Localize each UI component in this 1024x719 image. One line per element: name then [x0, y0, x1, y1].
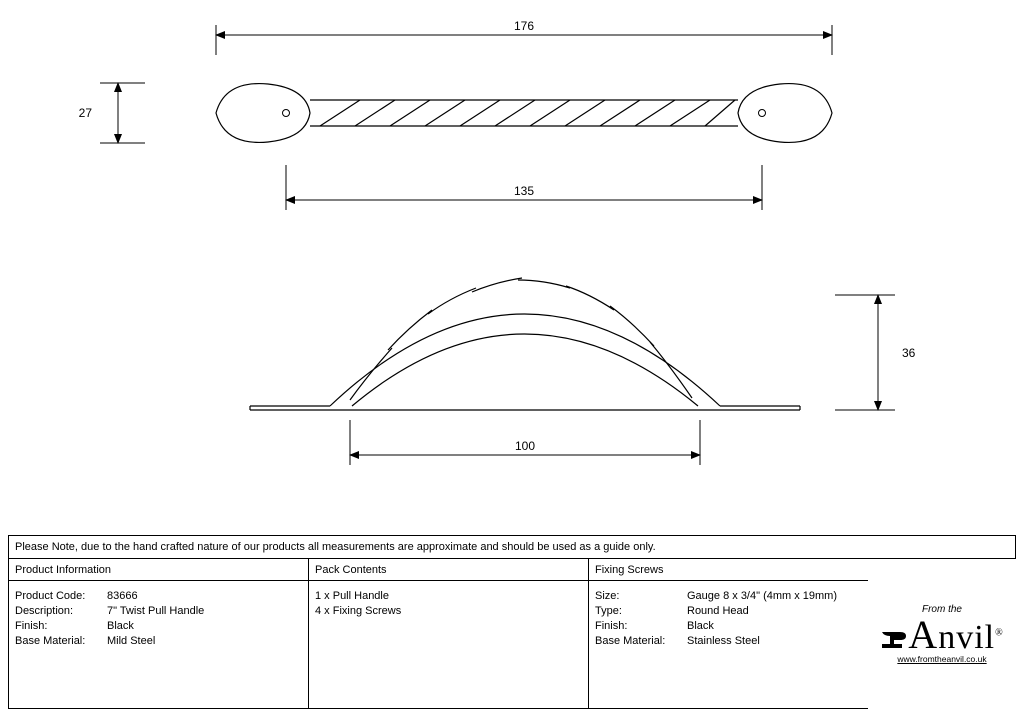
screw-basemat-label: Base Material: — [595, 635, 687, 647]
col-product-info: Product Information Product Code: 83666 … — [8, 559, 308, 709]
screw-type-value: Round Head — [687, 605, 862, 617]
twist-bar-top — [310, 100, 738, 126]
dim-overall-width: 176 — [514, 19, 534, 33]
description-label: Description: — [15, 605, 107, 617]
brand-logo: From the Anvil® www.fromtheanvil.co.uk — [880, 605, 1003, 664]
screw-basemat-value: Stainless Steel — [687, 635, 862, 647]
logo-brand: Anvil® — [880, 615, 1003, 655]
anvil-icon — [882, 632, 906, 648]
base-material-value: Mild Steel — [107, 635, 302, 647]
screw-finish-label: Finish: — [595, 620, 687, 632]
technical-drawing: 176 27 135 — [0, 0, 1024, 525]
product-code-value: 83666 — [107, 590, 302, 602]
info-table: Product Information Product Code: 83666 … — [8, 559, 1016, 709]
note-text: Please Note, due to the hand crafted nat… — [15, 541, 656, 553]
right-screw-hole — [759, 110, 766, 117]
product-code-label: Product Code: — [15, 590, 107, 602]
col-pack-contents: Pack Contents 1 x Pull Handle 4 x Fixing… — [308, 559, 588, 709]
base-material-label: Base Material: — [15, 635, 107, 647]
side-view — [250, 278, 800, 410]
screw-type-label: Type: — [595, 605, 687, 617]
logo-from: From the — [880, 605, 1003, 615]
col-pack-header: Pack Contents — [309, 559, 588, 581]
logo-url: www.fromtheanvil.co.uk — [880, 655, 1003, 664]
col-logo: From the Anvil® www.fromtheanvil.co.uk — [868, 559, 1016, 709]
left-screw-hole — [283, 110, 290, 117]
screw-size-value: Gauge 8 x 3/4" (4mm x 19mm) — [687, 590, 862, 602]
dim-hole-centres: 135 — [514, 184, 534, 198]
right-plate — [738, 84, 832, 143]
dim-base-width: 100 — [515, 439, 535, 453]
description-value: 7" Twist Pull Handle — [107, 605, 302, 617]
col-fixing-screws: Fixing Screws Size: Gauge 8 x 3/4" (4mm … — [588, 559, 868, 709]
screw-size-label: Size: — [595, 590, 687, 602]
finish-label: Finish: — [15, 620, 107, 632]
left-plate — [216, 84, 310, 143]
finish-value: Black — [107, 620, 302, 632]
dim-plate-height: 27 — [79, 106, 93, 120]
dim-arc-height: 36 — [902, 346, 916, 360]
screw-finish-value: Black — [687, 620, 862, 632]
pack-line-1: 1 x Pull Handle — [315, 590, 582, 602]
col-product-header: Product Information — [9, 559, 308, 581]
note-bar: Please Note, due to the hand crafted nat… — [8, 535, 1016, 559]
pack-line-2: 4 x Fixing Screws — [315, 605, 582, 617]
col-screws-header: Fixing Screws — [589, 559, 868, 581]
